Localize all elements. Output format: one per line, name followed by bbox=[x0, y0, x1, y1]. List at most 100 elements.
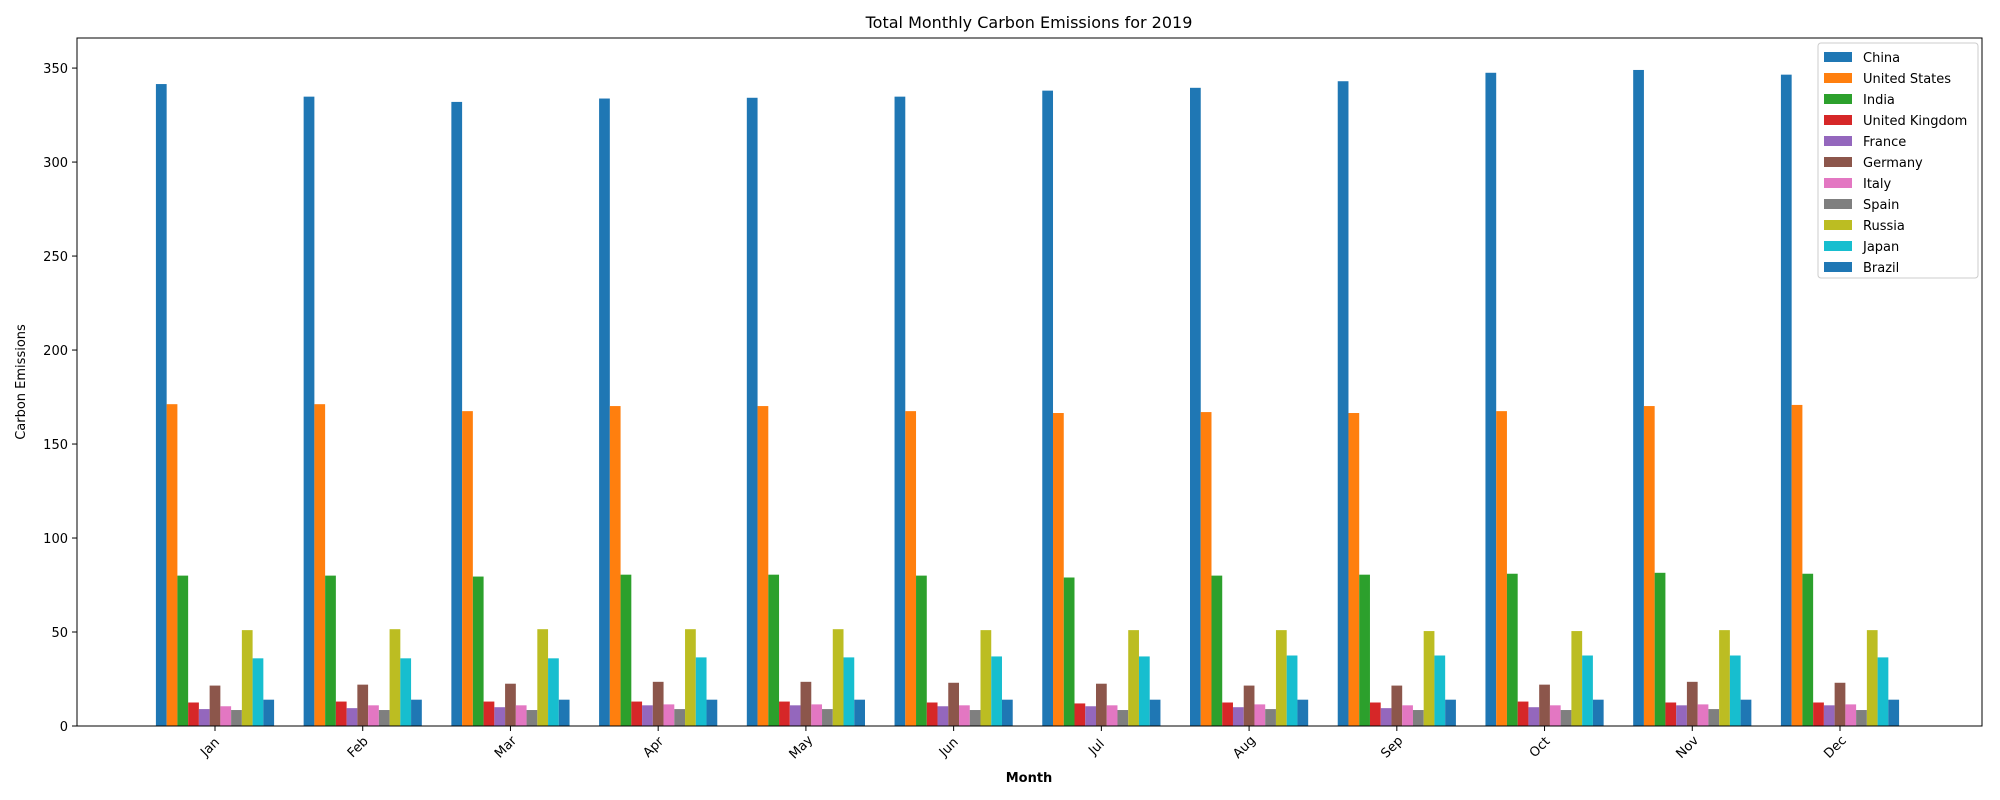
bar-russia-mar bbox=[537, 629, 549, 726]
bar-united-kingdom-nov bbox=[1665, 702, 1677, 726]
legend-label-russia: Russia bbox=[1863, 219, 1905, 234]
bar-russia-jan bbox=[241, 630, 253, 726]
bar-france-oct bbox=[1528, 707, 1540, 726]
bar-japan-jun bbox=[991, 656, 1002, 726]
bar-japan-sep bbox=[1434, 655, 1446, 726]
bar-russia-oct bbox=[1571, 631, 1583, 726]
bar-united-states-jan bbox=[166, 404, 178, 726]
legend-label-germany: Germany bbox=[1863, 156, 1923, 171]
bar-russia-jun bbox=[980, 630, 992, 726]
x-axis-label: Month bbox=[1006, 771, 1053, 786]
bar-france-sep bbox=[1380, 708, 1392, 726]
y-axis: 0 50 100 150 200 250 300 350 bbox=[43, 62, 77, 735]
legend-label-china: China bbox=[1863, 51, 1900, 66]
y-tick-label: 0 bbox=[60, 720, 68, 735]
bar-united-kingdom-jan bbox=[188, 702, 199, 726]
bar-brazil-apr bbox=[706, 699, 718, 726]
bar-brazil-aug bbox=[1297, 699, 1309, 726]
bar-japan-jul bbox=[1138, 656, 1150, 726]
bar-india-mar bbox=[472, 576, 484, 726]
bar-brazil-jun bbox=[1001, 699, 1013, 726]
bar-italy-jul bbox=[1106, 705, 1118, 726]
bar-japan-mar bbox=[548, 658, 559, 726]
bar-japan-may bbox=[843, 657, 855, 726]
bar-spain-nov bbox=[1708, 709, 1720, 726]
y-tick-label: 300 bbox=[43, 156, 68, 171]
bar-japan-nov bbox=[1729, 655, 1741, 726]
bar-france-jan bbox=[198, 709, 210, 726]
bar-germany-aug bbox=[1243, 685, 1255, 726]
bar-china-jun bbox=[894, 96, 906, 727]
bar-united-states-may bbox=[757, 406, 769, 726]
legend: China United States India United Kingdom Fra… bbox=[1817, 42, 1979, 279]
legend-frame bbox=[1817, 42, 1979, 279]
bar-united-kingdom-may bbox=[779, 701, 790, 726]
x-tick-label: May bbox=[787, 733, 817, 763]
bar-united-kingdom-apr bbox=[631, 701, 643, 726]
bar-spain-mar bbox=[526, 710, 538, 726]
x-tick-label: Jan bbox=[197, 735, 222, 760]
bar-japan-feb bbox=[400, 658, 412, 726]
bar-united-kingdom-mar bbox=[483, 701, 495, 726]
bar-india-sep bbox=[1359, 574, 1370, 726]
x-tick-label: Sep bbox=[1378, 734, 1406, 762]
y-tick-label: 150 bbox=[43, 438, 68, 453]
legend-swatch-china bbox=[1824, 52, 1852, 62]
legend-swatch-italy bbox=[1824, 178, 1852, 188]
bar-germany-jun bbox=[948, 682, 960, 726]
bar-germany-may bbox=[800, 681, 812, 726]
legend-swatch-brazil bbox=[1824, 262, 1852, 272]
bar-united-states-nov bbox=[1643, 406, 1655, 726]
bar-india-jun bbox=[916, 575, 927, 726]
bar-spain-aug bbox=[1265, 709, 1276, 726]
bar-italy-jan bbox=[220, 706, 232, 726]
bar-united-kingdom-jun bbox=[926, 702, 938, 726]
bar-italy-dec bbox=[1845, 704, 1857, 726]
bar-italy-apr bbox=[663, 704, 675, 726]
bar-italy-feb bbox=[368, 705, 379, 726]
bars-group bbox=[155, 69, 1900, 727]
bar-russia-dec bbox=[1866, 630, 1878, 726]
x-tick-label: Aug bbox=[1230, 733, 1259, 762]
y-tick-label: 100 bbox=[43, 532, 68, 547]
bar-united-states-sep bbox=[1348, 413, 1360, 726]
bar-france-nov bbox=[1676, 705, 1687, 726]
x-axis: Jan Feb Mar Apr May Jun Jul Aug Sep Oct Nov Dec bbox=[197, 726, 1850, 763]
bar-brazil-dec bbox=[1888, 699, 1900, 726]
bar-france-mar bbox=[494, 707, 506, 726]
bar-brazil-may bbox=[854, 699, 865, 726]
plot-frame bbox=[76, 37, 1983, 727]
bar-spain-jan bbox=[231, 710, 242, 726]
bar-france-jul bbox=[1085, 706, 1096, 726]
y-tick-label: 50 bbox=[51, 626, 68, 641]
bar-france-may bbox=[789, 705, 801, 726]
legend-swatch-united-states bbox=[1824, 73, 1852, 83]
bar-italy-aug bbox=[1254, 704, 1266, 726]
legend-swatch-france bbox=[1824, 136, 1852, 146]
bar-united-states-mar bbox=[462, 411, 473, 726]
bar-spain-may bbox=[822, 709, 833, 726]
bar-japan-jan bbox=[252, 658, 264, 726]
bar-germany-jan bbox=[209, 685, 221, 726]
x-tick-label: Jul bbox=[1085, 737, 1107, 759]
bar-germany-nov bbox=[1686, 681, 1698, 726]
bar-united-states-dec bbox=[1791, 404, 1803, 726]
bar-india-jul bbox=[1063, 577, 1075, 726]
bar-spain-apr bbox=[674, 709, 686, 726]
bar-spain-jul bbox=[1117, 710, 1129, 726]
legend-label-italy: Italy bbox=[1863, 177, 1892, 192]
bar-india-apr bbox=[620, 574, 632, 726]
bar-russia-nov bbox=[1719, 630, 1730, 726]
bar-india-aug bbox=[1211, 575, 1223, 726]
y-tick-label: 200 bbox=[43, 344, 68, 359]
legend-label-united-kingdom: United Kingdom bbox=[1863, 114, 1967, 129]
legend-label-india: India bbox=[1863, 93, 1895, 108]
bar-spain-sep bbox=[1412, 710, 1424, 726]
legend-label-brazil: Brazil bbox=[1863, 261, 1899, 276]
bar-china-apr bbox=[599, 98, 610, 727]
bar-russia-sep bbox=[1423, 631, 1435, 726]
bar-china-may bbox=[746, 97, 758, 727]
bar-united-kingdom-jul bbox=[1074, 703, 1086, 726]
x-tick-label: Oct bbox=[1527, 734, 1554, 761]
bar-france-feb bbox=[346, 708, 358, 726]
